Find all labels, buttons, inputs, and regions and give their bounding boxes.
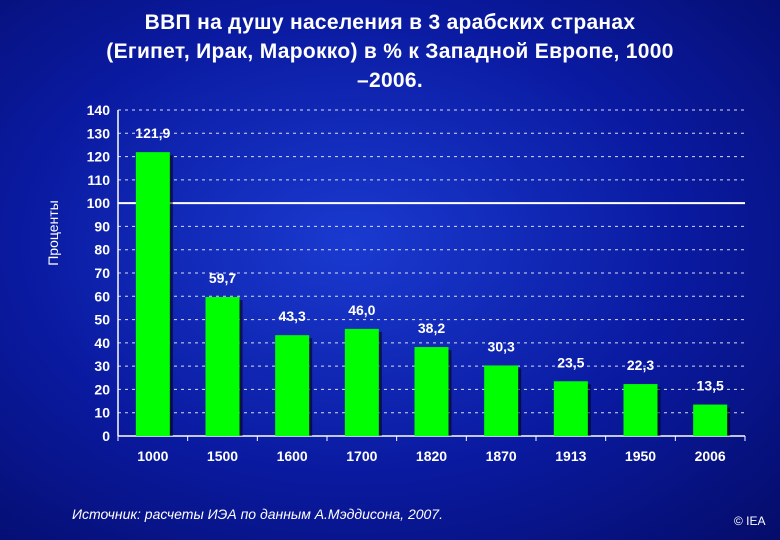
- y-tick-label: 50: [94, 312, 110, 328]
- x-tick-label: 1700: [346, 448, 377, 464]
- y-tick-label: 40: [94, 335, 110, 351]
- bar: [553, 381, 588, 436]
- x-tick-label: 1000: [137, 448, 168, 464]
- bar: [693, 404, 728, 436]
- y-tick-label: 60: [94, 288, 110, 304]
- data-label: 121,9: [135, 125, 170, 141]
- bar: [205, 296, 240, 436]
- y-tick-label: 90: [94, 218, 110, 234]
- y-tick-label: 80: [94, 242, 110, 258]
- bar-layer: [135, 152, 731, 436]
- y-tick-label: 120: [87, 149, 111, 165]
- bar: [275, 335, 310, 436]
- y-tick-label: 10: [94, 405, 110, 421]
- bar: [344, 328, 379, 436]
- bar: [623, 384, 658, 436]
- data-label: 30,3: [488, 338, 515, 354]
- y-tick-label: 100: [87, 195, 111, 211]
- copyright-credit: © IEA: [734, 514, 766, 528]
- bar: [414, 347, 449, 436]
- data-label: 23,5: [557, 354, 584, 370]
- x-tick-label: 1870: [486, 448, 517, 464]
- data-label: 59,7: [209, 270, 236, 286]
- x-tick-label: 1913: [555, 448, 586, 464]
- y-tick-label: 70: [94, 265, 110, 281]
- y-tick-label: 20: [94, 381, 110, 397]
- x-tick-label: 1600: [277, 448, 308, 464]
- x-tick-label: 1500: [207, 448, 238, 464]
- bar: [135, 152, 170, 436]
- y-tick-label: 110: [87, 172, 110, 188]
- data-label: 46,0: [348, 302, 375, 318]
- y-tick-label: 140: [87, 102, 111, 118]
- y-tick-label: 130: [87, 125, 111, 141]
- source-note: Источник: расчеты ИЭА по данным А.Мэддис…: [72, 506, 443, 522]
- y-axis-title: Проценты: [45, 200, 61, 266]
- label-layer: 121,9 1000 59,7 1500 43,3 1600 46,0 1700 38,2 182…: [135, 125, 726, 464]
- data-label: 43,3: [279, 308, 306, 324]
- data-label: 38,2: [418, 320, 445, 336]
- chart-title: ВВП на душу населения в 3 арабских стран…: [106, 11, 674, 92]
- data-label: 22,3: [627, 357, 654, 373]
- data-label: 13,5: [697, 378, 724, 394]
- x-tick-label: 1820: [416, 448, 447, 464]
- y-tick-label: 30: [94, 358, 110, 374]
- grid-layer: [118, 109, 745, 414]
- y-tick-label: 0: [102, 428, 110, 444]
- x-tick-label: 2006: [695, 448, 726, 464]
- bar: [484, 365, 519, 436]
- x-tick-label: 1950: [625, 448, 656, 464]
